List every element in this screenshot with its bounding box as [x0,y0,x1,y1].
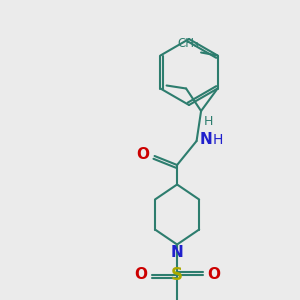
Text: N: N [200,132,212,147]
Text: S: S [171,266,183,284]
Text: H: H [213,133,224,146]
Text: CH₃: CH₃ [177,37,199,50]
Text: H: H [204,115,214,128]
Text: O: O [134,267,147,282]
Text: N: N [171,245,184,260]
Text: O: O [136,147,149,162]
Text: O: O [207,267,220,282]
